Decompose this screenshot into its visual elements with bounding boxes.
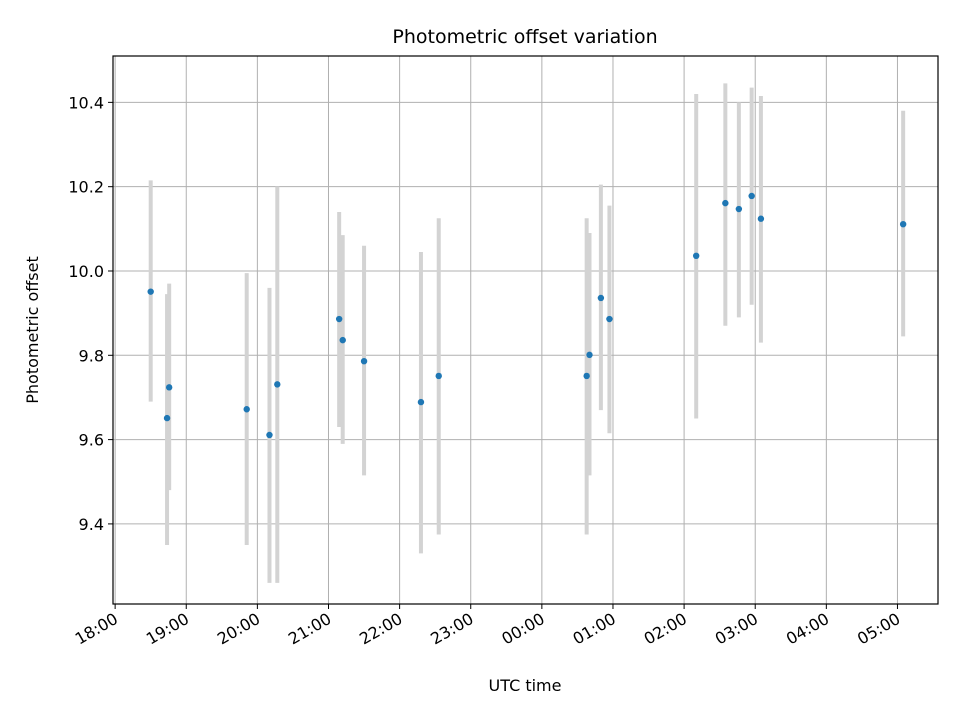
plot-frame: [112, 55, 939, 605]
grid: [113, 56, 938, 604]
y-tick-label: 9.4: [79, 515, 104, 534]
data-point: [163, 414, 171, 422]
x-axis-title: UTC time: [489, 676, 562, 695]
data-point: [757, 215, 765, 222]
data-point: [586, 351, 593, 359]
chart-title: Photometric offset variation: [392, 26, 657, 48]
data-point: [748, 192, 755, 200]
y-axis-title: Photometric offset: [23, 256, 42, 404]
y-tick-label: 10.0: [68, 262, 104, 281]
data-point: [735, 205, 743, 213]
data-point: [147, 288, 154, 295]
y-tick-label: 9.8: [79, 346, 104, 365]
data-point: [899, 220, 907, 228]
data-point: [243, 406, 250, 413]
data-point: [266, 431, 273, 439]
data-point: [339, 336, 346, 344]
data-point: [274, 381, 281, 388]
y-axis: 9.4 9.6 9.8 10.0 10.2 10.4: [68, 93, 113, 534]
data-point: [360, 357, 368, 365]
markers: [147, 192, 907, 439]
data-point: [606, 315, 613, 323]
data-point: [692, 252, 700, 260]
data-point: [722, 199, 729, 207]
data-point: [583, 372, 590, 380]
y-tick-label: 10.4: [68, 93, 104, 112]
y-tick-label: 10.2: [68, 178, 104, 197]
data-point: [435, 372, 442, 380]
data-point: [597, 294, 605, 302]
data-point: [165, 384, 173, 391]
data-point: [417, 398, 425, 406]
data-point: [335, 315, 343, 323]
y-tick-label: 9.6: [79, 431, 104, 450]
